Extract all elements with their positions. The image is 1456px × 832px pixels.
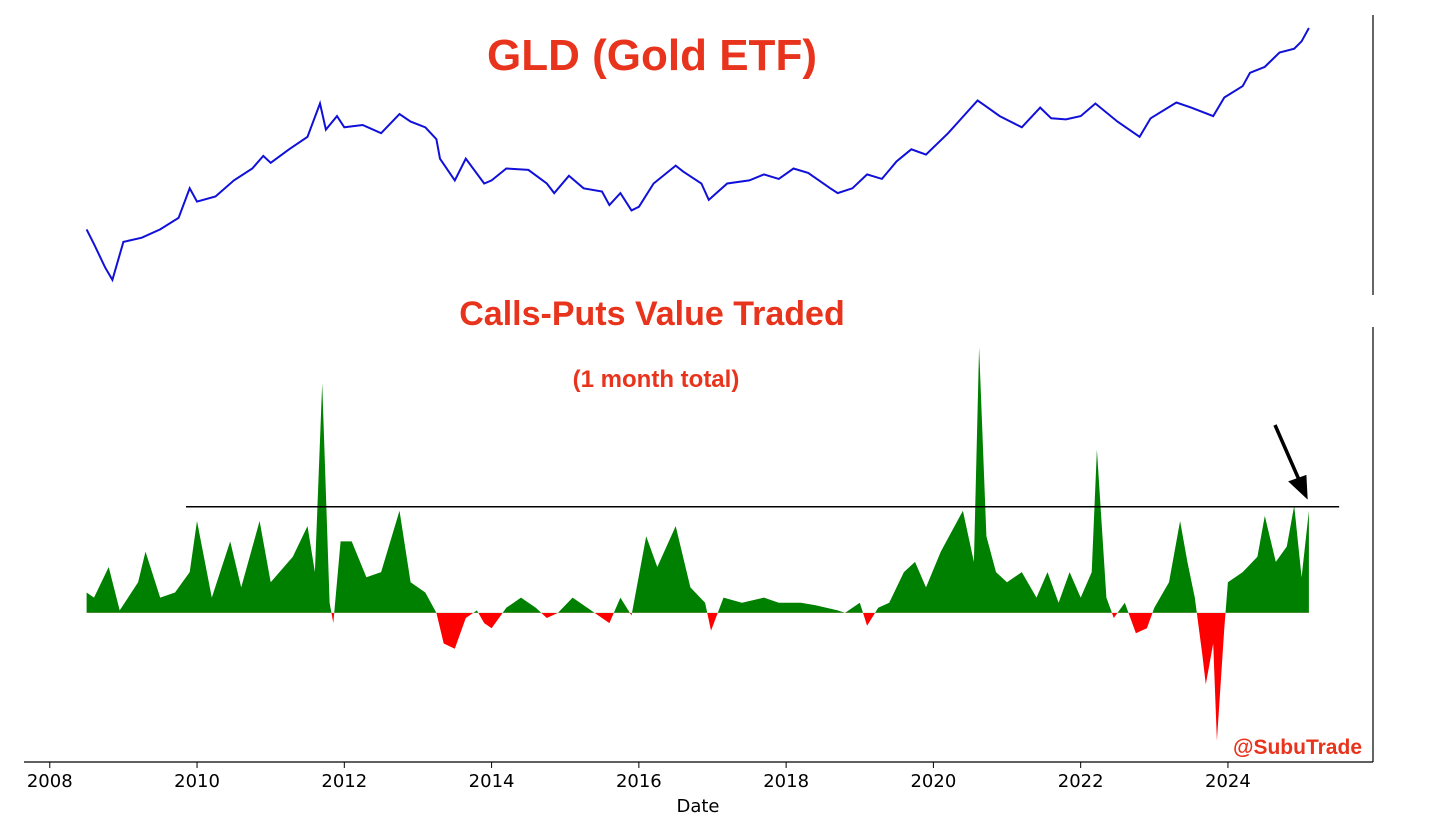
- x-tick-label: 2020: [910, 771, 956, 792]
- arrow-head: [1288, 474, 1308, 500]
- price-line: [85, 27, 1310, 283]
- arrow: [1273, 424, 1302, 483]
- x-tick-label: 2012: [321, 771, 367, 792]
- x-tick-label: 2010: [174, 771, 220, 792]
- x-tick-label: 2016: [616, 771, 662, 792]
- x-tick-label: 2024: [1205, 771, 1251, 792]
- x-tick-label: 2014: [469, 771, 515, 792]
- x-axis-label: Date: [676, 796, 719, 817]
- annotation: @SubuTrade: [1233, 736, 1362, 759]
- chart-subtitle: (1 month total): [573, 366, 740, 393]
- negative-area: [331, 612, 1226, 741]
- chart-title: Calls-Puts Value Traded: [459, 295, 844, 333]
- x-tick-label: 2022: [1058, 771, 1104, 792]
- x-tick-label: 2018: [763, 771, 809, 792]
- x-tick-label: 2008: [27, 771, 73, 792]
- positive-area: [86, 347, 1309, 613]
- chart-title: GLD (Gold ETF): [487, 31, 817, 80]
